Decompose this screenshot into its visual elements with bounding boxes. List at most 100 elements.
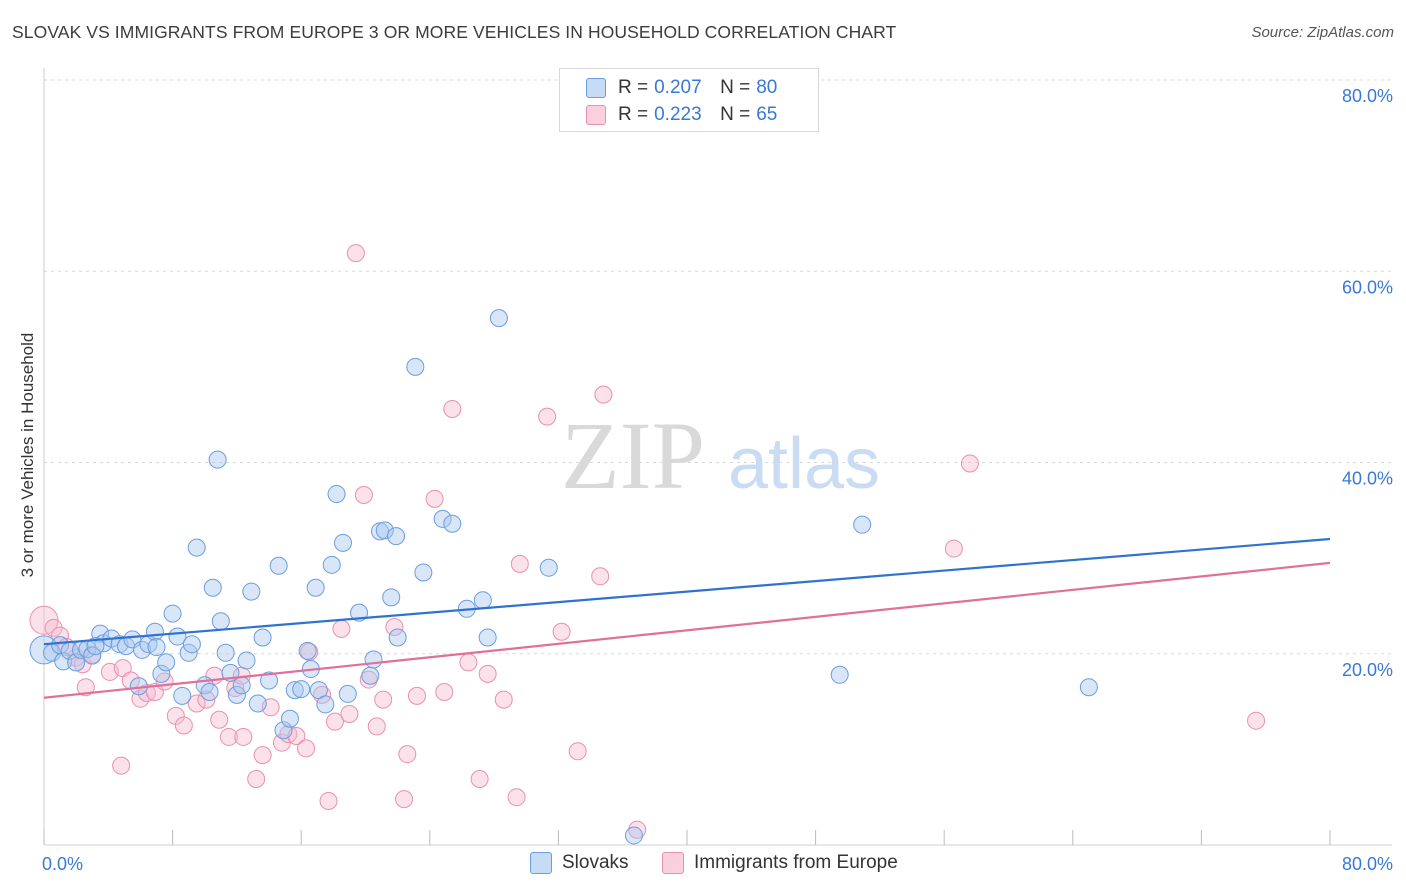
point-slovaks (203, 578, 222, 597)
y-tick-label: 40.0% (1342, 469, 1393, 489)
point-slovaks (478, 628, 497, 647)
point-slovaks (327, 485, 346, 504)
legend-r-label: R = (618, 104, 649, 125)
trend-line-slovaks (43, 537, 1331, 646)
series-immigrants-points (29, 244, 1266, 839)
point-slovaks (1079, 678, 1098, 697)
point-slovaks (364, 650, 383, 669)
point-slovaks (182, 635, 201, 654)
point-slovaks (152, 664, 171, 683)
axes (43, 68, 1392, 846)
point-immigrants (313, 685, 332, 704)
y-tick-label: 60.0% (1342, 277, 1393, 297)
point-immigrants (470, 770, 489, 789)
y-axis-label: 3 or more Vehicles in Household (18, 332, 37, 578)
legend-label-slovaks: Slovaks (562, 852, 629, 873)
point-immigrants (478, 664, 497, 683)
point-immigrants (1247, 711, 1266, 730)
x-tick-label: 0.0% (42, 854, 83, 874)
point-slovaks (333, 533, 352, 552)
point-immigrants (51, 626, 70, 645)
point-slovaks (242, 582, 261, 601)
y-tick-label: 20.0% (1342, 660, 1393, 680)
point-slovaks (157, 653, 176, 672)
legend-label-immigrants: Immigrants from Europe (694, 852, 898, 873)
grid-lines (44, 79, 1392, 655)
source-label: Source: ZipAtlas.com (1251, 24, 1394, 41)
trend-lines (43, 537, 1331, 699)
point-slovaks (83, 646, 102, 665)
point-slovaks (361, 666, 380, 685)
point-immigrants (297, 739, 316, 758)
point-immigrants (960, 454, 979, 473)
point-slovaks (539, 558, 558, 577)
point-slovaks (216, 643, 235, 662)
legend-item-immigrants[interactable]: Immigrants from Europe (662, 852, 898, 874)
point-slovaks (54, 652, 73, 671)
legend-r-value: 0.223 (654, 104, 702, 125)
trend-line-immigrants (43, 561, 1331, 699)
point-immigrants (210, 710, 229, 729)
point-immigrants (628, 820, 647, 839)
point-slovaks (388, 628, 407, 647)
point-slovaks (285, 681, 304, 700)
point-slovaks (208, 450, 227, 469)
point-slovaks (86, 637, 105, 656)
legend-item-slovaks[interactable]: Slovaks (530, 852, 629, 874)
point-immigrants (435, 683, 454, 701)
point-slovaks (306, 578, 325, 597)
point-immigrants (367, 717, 386, 736)
legend-swatch-pink (662, 852, 684, 874)
point-immigrants (407, 686, 426, 705)
point-immigrants (332, 619, 351, 638)
point-slovaks (237, 651, 256, 670)
point-slovaks (830, 665, 849, 684)
point-slovaks (298, 641, 317, 660)
point-immigrants (591, 567, 610, 586)
legend-n-label: N = (720, 77, 751, 98)
watermark: ZIP atlas (561, 402, 880, 509)
point-slovaks (853, 515, 872, 534)
point-slovaks (406, 357, 425, 376)
watermark-zip: ZIP (561, 402, 705, 509)
point-immigrants (354, 486, 373, 505)
point-immigrants (510, 554, 529, 573)
point-immigrants (944, 539, 963, 558)
y-tick-label: 80.0% (1342, 86, 1393, 106)
point-immigrants (346, 244, 365, 263)
watermark-atlas: atlas (728, 424, 880, 504)
point-immigrants (395, 790, 414, 809)
point-immigrants (425, 489, 444, 508)
point-slovaks (173, 686, 192, 705)
point-immigrants (174, 716, 193, 735)
point-immigrants (552, 622, 571, 641)
legend-r-value: 0.207 (654, 77, 702, 98)
series-slovaks-points (29, 309, 1098, 845)
point-slovaks (375, 521, 394, 540)
point-slovaks (489, 309, 508, 328)
point-slovaks (147, 638, 166, 657)
correlation-legend: R = 0.207 N = 80 R = 0.223 N = 65 (559, 68, 819, 132)
point-slovaks (253, 628, 272, 647)
point-immigrants (443, 399, 462, 418)
legend-n-value: 80 (756, 77, 778, 98)
point-immigrants (234, 727, 253, 746)
point-slovaks (322, 555, 341, 574)
series-legend: Slovaks Immigrants from Europe (0, 852, 1406, 876)
point-slovaks (624, 826, 643, 845)
point-immigrants (594, 385, 613, 404)
point-immigrants (325, 712, 344, 731)
point-slovaks (227, 685, 246, 704)
legend-n-value: 65 (756, 104, 778, 125)
point-slovaks (473, 591, 492, 610)
point-slovaks (433, 509, 452, 528)
point-slovaks (187, 538, 206, 557)
legend-row-slovaks: R = 0.207 N = 80 (586, 76, 777, 100)
point-immigrants (385, 617, 404, 636)
legend-swatch-blue (586, 78, 606, 98)
point-immigrants (568, 742, 587, 761)
point-slovaks (387, 527, 406, 546)
x-tick-label: 80.0% (1342, 854, 1393, 874)
point-slovaks (414, 563, 433, 582)
